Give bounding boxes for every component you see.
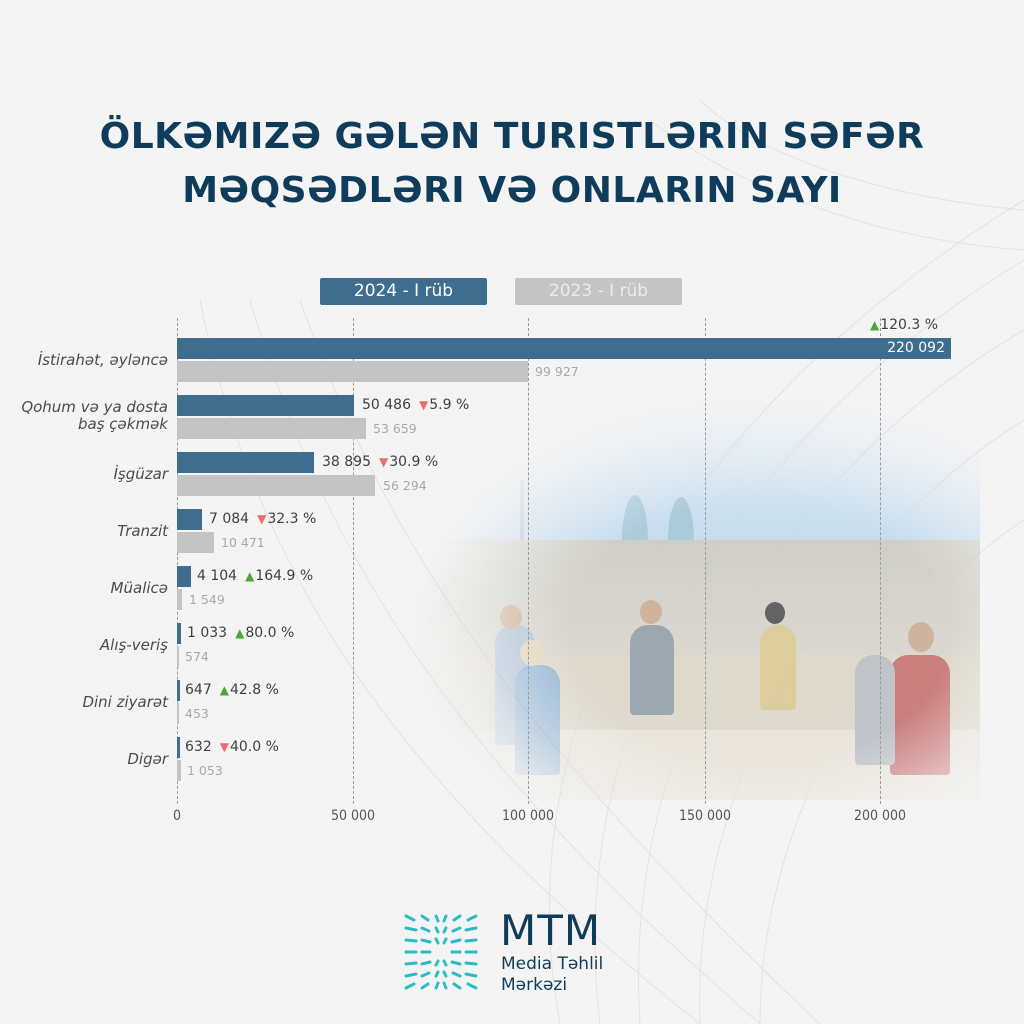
background-photo-baku xyxy=(400,400,980,800)
bar-2024 xyxy=(177,509,202,530)
chart-row: Qohum və ya dosta baş çəkmək 50 486 ▼5.9 … xyxy=(0,395,1024,443)
value-2024: 38 895 ▼30.9 % xyxy=(322,454,438,470)
category-label: Alış-veriş xyxy=(99,636,168,654)
mtm-logo-mark-icon xyxy=(404,914,478,990)
change-value: 164.9 % xyxy=(255,568,314,584)
chart-row: Digər 632 ▼40.0 % 1 053 xyxy=(0,737,1024,785)
value-2024-text: 38 895 xyxy=(322,454,371,470)
category-label: Qohum və ya dosta baş çəkmək xyxy=(21,398,168,433)
gridline-50000 xyxy=(353,318,354,804)
category-label: İşgüzar xyxy=(113,465,169,483)
value-2024-text: 632 xyxy=(185,739,212,755)
chart-row: Dini ziyarət 647 ▲42.8 % 453 xyxy=(0,680,1024,728)
gridline-0 xyxy=(177,318,178,804)
logo-subtitle-line1: Media Təhlil xyxy=(501,954,604,974)
gridline-100000 xyxy=(528,318,529,804)
value-2024: 1 033 ▲80.0 % xyxy=(187,625,294,641)
change-value: 120.3 % xyxy=(880,317,939,333)
x-tick: 100 000 xyxy=(501,808,555,824)
value-2024-text: 647 xyxy=(185,682,212,698)
bar-2023 xyxy=(177,646,179,667)
bar-2023 xyxy=(177,589,182,610)
value-2023: 574 xyxy=(185,649,209,664)
bar-2024: 220 092 xyxy=(177,338,951,359)
value-2023: 1 053 xyxy=(187,763,223,778)
change-indicator: ▲120.3 % xyxy=(870,317,938,333)
category-label: Digər xyxy=(127,750,168,768)
chart-row: İstirahət, əyləncə 220 092 ▲120.3 % 99 9… xyxy=(0,317,1024,386)
value-2023: 99 927 xyxy=(535,364,579,379)
value-2024: 7 084 ▼32.3 % xyxy=(209,511,316,527)
bar-2023 xyxy=(177,418,366,439)
gridline-150000 xyxy=(705,318,706,804)
change-value: 30.9 % xyxy=(389,454,439,470)
arrow-down-icon: ▼ xyxy=(257,512,267,526)
change-value: 32.3 % xyxy=(267,511,317,527)
chart-row: İşgüzar 38 895 ▼30.9 % 56 294 xyxy=(0,452,1024,500)
change-value: 40.0 % xyxy=(229,739,279,755)
legend-2024: 2024 - I rüb xyxy=(320,278,487,305)
category-label: Dini ziyarət xyxy=(82,693,168,711)
bar-2024 xyxy=(177,680,180,701)
x-tick: 50 000 xyxy=(330,808,376,824)
bar-2024 xyxy=(177,452,314,473)
x-tick: 0 xyxy=(172,808,181,824)
bar-2023 xyxy=(177,760,181,781)
arrow-down-icon: ▼ xyxy=(379,455,389,469)
gridline-200000 xyxy=(880,318,881,804)
value-2024-text: 50 486 xyxy=(362,397,411,413)
arrow-up-icon: ▲ xyxy=(235,626,245,640)
chart-row: Tranzit 7 084 ▼32.3 % 10 471 xyxy=(0,509,1024,557)
value-2023: 56 294 xyxy=(383,478,427,493)
arrow-up-icon: ▲ xyxy=(245,569,255,583)
value-2023: 453 xyxy=(185,706,209,721)
value-2024: 4 104 ▲164.9 % xyxy=(197,568,313,584)
bar-2023 xyxy=(177,475,375,496)
chart-row: Alış-veriş 1 033 ▲80.0 % 574 xyxy=(0,623,1024,671)
change-value: 80.0 % xyxy=(245,625,295,641)
bar-2023 xyxy=(177,361,528,382)
value-2023: 1 549 xyxy=(189,592,225,607)
value-2023: 53 659 xyxy=(373,421,417,436)
arrow-up-icon: ▲ xyxy=(219,683,229,697)
bar-2024 xyxy=(177,395,354,416)
logo-subtitle-line2: Mərkəzi xyxy=(501,975,568,995)
x-tick: 150 000 xyxy=(678,808,732,824)
legend-2023: 2023 - I rüb xyxy=(515,278,682,305)
value-2024: 50 486 ▼5.9 % xyxy=(362,397,469,413)
category-label: Tranzit xyxy=(117,522,168,540)
bar-2024 xyxy=(177,737,180,758)
chart-row: Müalicə 4 104 ▲164.9 % 1 549 xyxy=(0,566,1024,614)
bar-chart: 0 50 000 100 000 150 000 200 000 İstirah… xyxy=(0,317,1024,838)
bar-2024 xyxy=(177,566,191,587)
chart-title-line1: Ölkəmizə gələn turistlərin səfər xyxy=(99,116,925,157)
logo-subtitle: Media Təhlil Mərkəzi xyxy=(501,954,603,996)
x-tick: 200 000 xyxy=(853,808,907,824)
arrow-down-icon: ▼ xyxy=(219,740,229,754)
change-value: 5.9 % xyxy=(429,397,470,413)
bar-2023 xyxy=(177,703,179,724)
value-2024-text: 4 104 xyxy=(197,568,238,584)
logo-title: MTM xyxy=(500,906,602,955)
value-2024: 220 092 xyxy=(887,340,945,356)
value-2024-text: 1 033 xyxy=(187,625,228,641)
category-label: İstirahət, əyləncə xyxy=(37,351,168,369)
chart-title: Ölkəmizə gələn turistlərin səfər məqsədl… xyxy=(0,110,1024,218)
bar-2023 xyxy=(177,532,214,553)
value-2023: 10 471 xyxy=(221,535,265,550)
arrow-up-icon: ▲ xyxy=(870,318,880,332)
chart-title-line2: məqsədləri və onların sayı xyxy=(182,170,842,211)
value-2024-text: 7 084 xyxy=(209,511,250,527)
bar-2024 xyxy=(177,623,181,644)
arrow-down-icon: ▼ xyxy=(419,398,429,412)
category-label: Müalicə xyxy=(110,579,168,597)
value-2024: 647 ▲42.8 % xyxy=(185,682,279,698)
value-2024: 632 ▼40.0 % xyxy=(185,739,279,755)
change-value: 42.8 % xyxy=(229,682,279,698)
